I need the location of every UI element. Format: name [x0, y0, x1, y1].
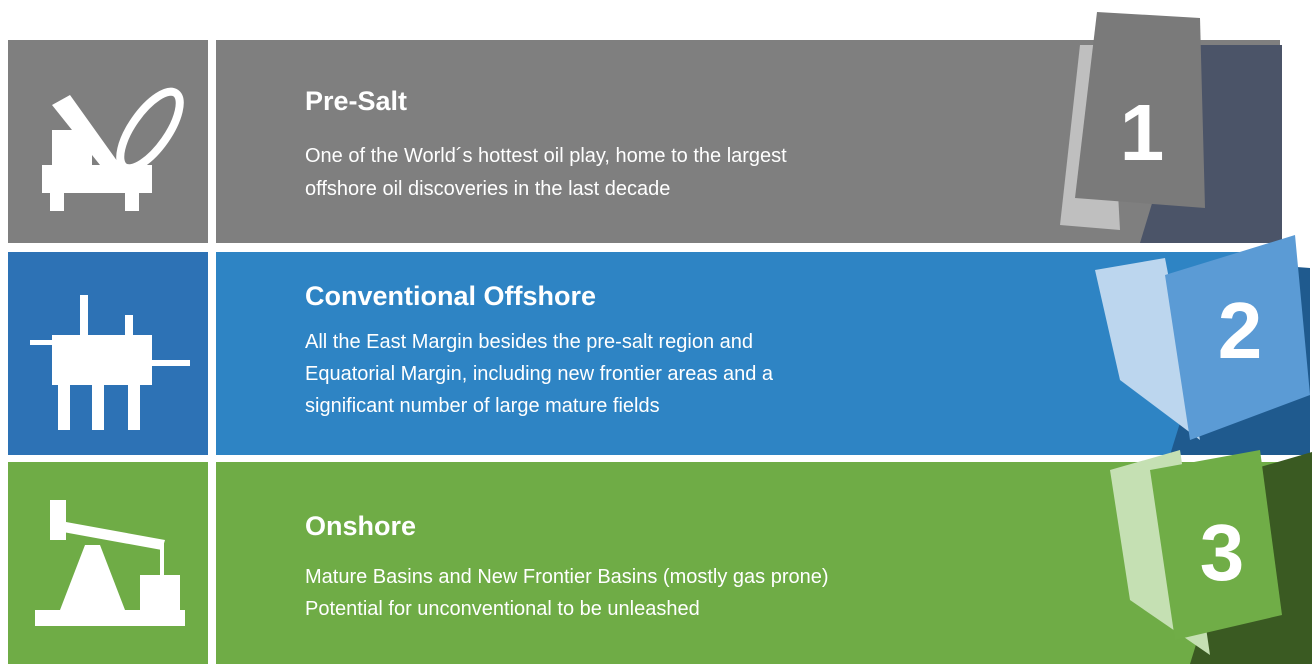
row-number: 3	[1200, 508, 1245, 597]
row-description: Mature Basins and New Frontier Basins (m…	[305, 566, 829, 588]
icon-box	[8, 40, 208, 243]
pumpjack-icon	[35, 500, 185, 626]
platform-icon	[30, 295, 190, 430]
row-panel	[216, 462, 1280, 664]
row-title: Conventional Offshore	[305, 281, 596, 311]
row-description: All the East Margin besides the pre-salt…	[305, 331, 753, 353]
rig-icon	[42, 87, 184, 211]
row-description: offshore oil discoveries in the last dec…	[305, 178, 670, 200]
icon-box	[8, 462, 208, 664]
row-number: 2	[1218, 286, 1263, 375]
row-description: Potential for unconventional to be unlea…	[305, 598, 700, 620]
badge-front	[1075, 12, 1205, 208]
badge-front	[1150, 450, 1282, 640]
badge-front	[1165, 235, 1310, 440]
row-title: Pre-Salt	[305, 86, 407, 116]
row-number: 1	[1120, 88, 1165, 177]
row-description: Equatorial Margin, including new frontie…	[305, 363, 774, 385]
row-description: significant number of large mature field…	[305, 395, 660, 417]
row-description: One of the World´s hottest oil play, hom…	[305, 145, 787, 167]
row-title: Onshore	[305, 511, 416, 541]
